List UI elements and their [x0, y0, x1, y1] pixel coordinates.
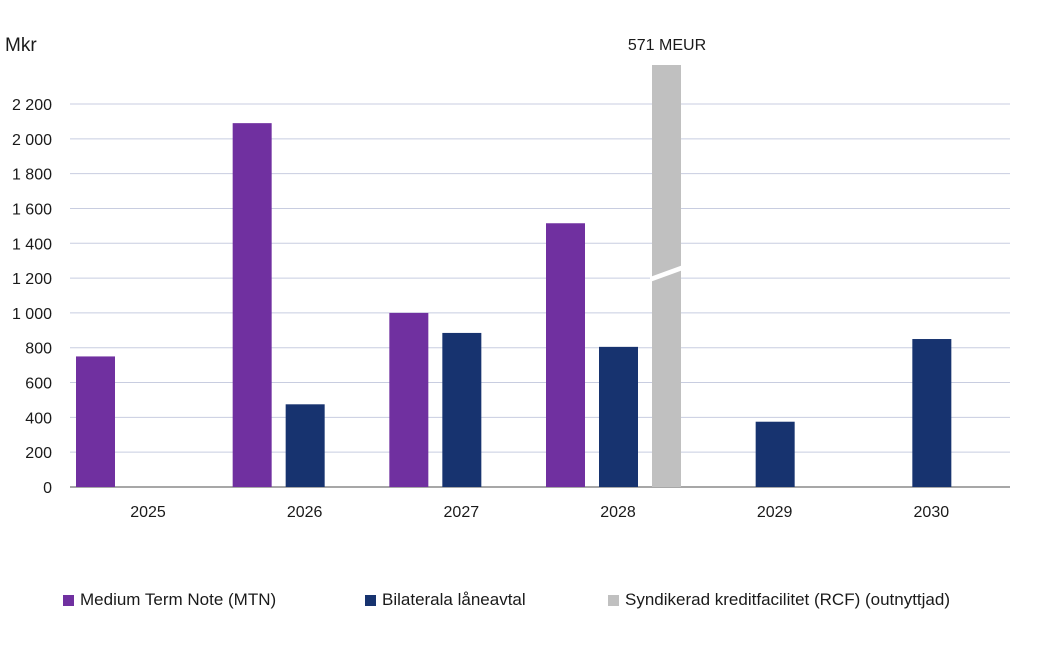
y-tick-label: 1 000	[12, 306, 52, 323]
y-axis-unit-label: Mkr	[5, 35, 37, 56]
bar-mtn	[232, 123, 272, 488]
legend-item-mtn: Medium Term Note (MTN)	[63, 590, 276, 610]
bar-bilateral	[442, 332, 482, 487]
y-tick-label: 400	[25, 410, 52, 427]
legend-swatch-bilateral	[365, 594, 376, 606]
bar-mtn	[76, 356, 115, 487]
rcf-annotation: 571 MEUR	[628, 37, 706, 54]
bars	[76, 65, 952, 488]
y-tick-label: 1 200	[12, 271, 52, 288]
y-tick-label: 200	[25, 445, 52, 462]
legend-label-bilateral: Bilaterala låneavtal	[382, 590, 526, 609]
chart: Mkr 0 200 400 600 800 1 000 1 200 1 400 1 600 1 8…	[5, 35, 1010, 521]
y-tick-label: 800	[25, 341, 52, 358]
bar-bilateral	[755, 421, 795, 487]
bar-bilateral	[912, 339, 952, 487]
y-tick-label: 2 000	[12, 132, 52, 149]
gridlines	[70, 103, 1010, 488]
legend-swatch-rcf	[608, 594, 619, 606]
legend-item-bilateral: Bilaterala låneavtal	[365, 590, 526, 610]
y-tick-label: 1 400	[12, 236, 52, 253]
y-tick-label: 2 200	[12, 97, 52, 114]
axis-break-mark	[650, 265, 683, 282]
annotations: 571 MEUR	[628, 37, 706, 54]
x-tick-label: 2026	[287, 504, 323, 521]
y-tick-label: 600	[25, 376, 52, 393]
bar-bilateral	[599, 346, 638, 487]
legend-label-rcf: Syndikerad kreditfacilitet (RCF) (outnyt…	[625, 590, 951, 609]
x-tick-label: 2029	[757, 504, 793, 521]
x-tick-label: 2028	[600, 504, 636, 521]
x-tick-label: 2027	[444, 504, 480, 521]
legend-swatch-mtn	[63, 594, 74, 606]
y-tick-label: 0	[43, 480, 52, 497]
y-tick-label: 1 600	[12, 201, 52, 218]
y-tick-label: 1 800	[12, 167, 52, 184]
x-tick-labels: 2025 2026 2027 2028 2029 2030	[130, 504, 949, 521]
bar-mtn	[389, 312, 429, 487]
y-tick-labels: 0 200 400 600 800 1 000 1 200 1 400 1 600 1 800 2 …	[12, 97, 52, 497]
bar-bilateral	[285, 404, 325, 487]
bar-mtn	[546, 223, 585, 488]
legend: Medium Term Note (MTN) Bilaterala låneav…	[0, 590, 1054, 618]
x-tick-label: 2030	[914, 504, 950, 521]
x-tick-label: 2025	[130, 504, 166, 521]
legend-item-rcf: Syndikerad kreditfacilitet (RCF) (outnyt…	[608, 590, 950, 610]
legend-label-mtn: Medium Term Note (MTN)	[80, 590, 277, 609]
